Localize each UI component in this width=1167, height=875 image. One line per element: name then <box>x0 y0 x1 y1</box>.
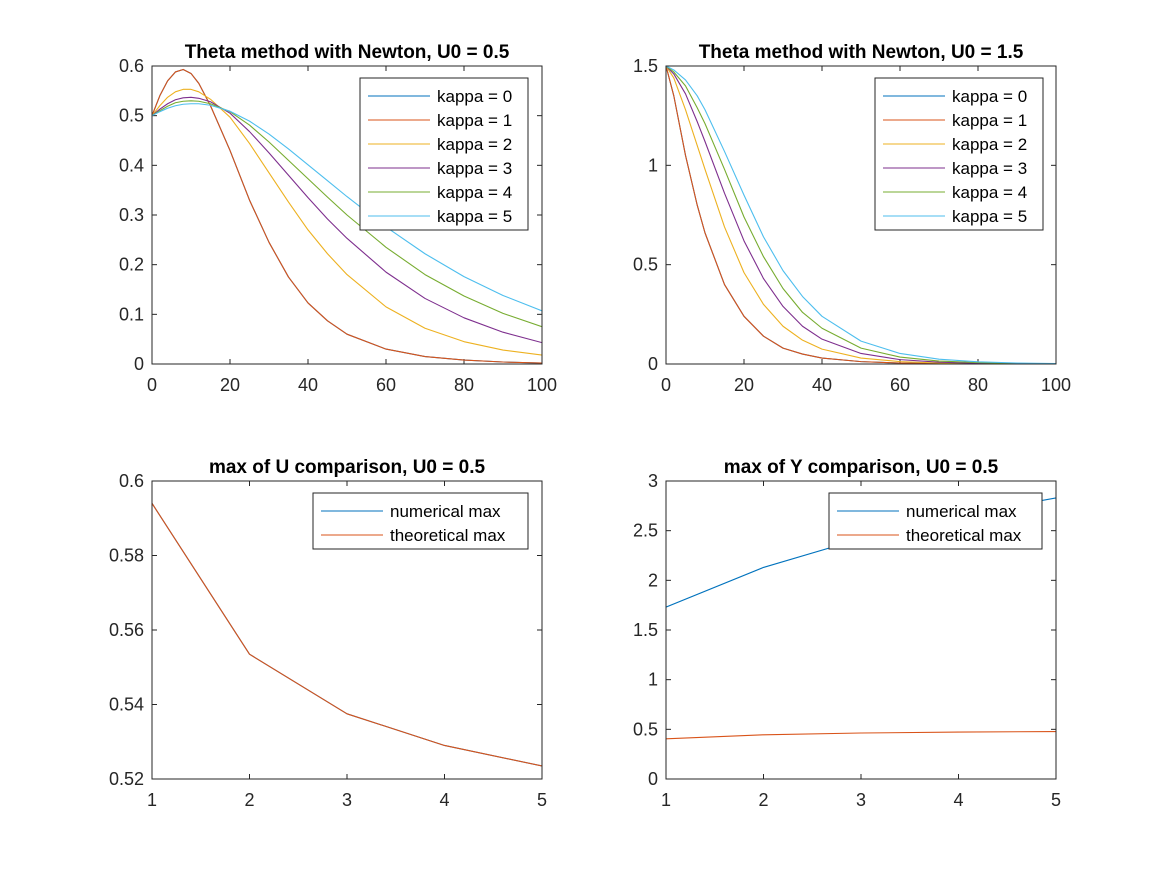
legend-entry-1: kappa = 0 <box>437 87 512 106</box>
y-tick-label: 1 <box>648 670 658 690</box>
axes-box <box>151 65 543 365</box>
chart-1: Theta method with Newton, U0 = 0.5 0 20 40 6… <box>119 42 557 395</box>
legend-entry-1: numerical max <box>906 502 1017 521</box>
y-tick-label: 0.5 <box>119 106 144 126</box>
legend-entry-2: kappa = 1 <box>437 111 512 130</box>
series-line-2 <box>152 503 542 767</box>
legend-entry-2: kappa = 1 <box>952 111 1027 130</box>
y-tick-label: 0.6 <box>119 56 144 76</box>
x-tick-label: 5 <box>1051 790 1061 810</box>
legend-entry-6: kappa = 5 <box>437 207 512 226</box>
x-tick-label: 0 <box>661 375 671 395</box>
legend: kappa = 0 kappa = 1 kappa = 2 kappa = 3 kapp… <box>874 77 1044 231</box>
x-tick-label: 60 <box>376 375 396 395</box>
chart-title: Theta method with Newton, U0 = 1.5 <box>699 42 1024 63</box>
chart-title: Theta method with Newton, U0 = 0.5 <box>185 42 510 63</box>
legend-entry-5: kappa = 4 <box>437 183 512 202</box>
y-tick-label: 0.6 <box>119 471 144 491</box>
y-tick-label: 1.5 <box>633 620 658 640</box>
y-tick-label: 0.2 <box>119 255 144 275</box>
y-tick-label: 0.4 <box>119 155 144 175</box>
y-tick-label: 0.54 <box>109 695 144 715</box>
series-line-4 <box>666 66 1056 364</box>
chart-4: max of Y comparison, U0 = 0.5 1 2 3 4 5 0 0.5 1 1… <box>633 457 1061 810</box>
legend-entry-5: kappa = 4 <box>952 183 1027 202</box>
y-tick-label: 1.5 <box>633 56 658 76</box>
y-tick-label: 0.56 <box>109 620 144 640</box>
y-tick-label: 1 <box>648 155 658 175</box>
x-tick-label: 2 <box>758 790 768 810</box>
series-line-5 <box>666 66 1056 364</box>
axes-box <box>665 65 1057 365</box>
axes-box <box>151 480 543 780</box>
y-tick-label: 0.5 <box>633 719 658 739</box>
axes-box <box>665 480 1057 780</box>
x-tick-label: 3 <box>342 790 352 810</box>
series-line-2 <box>152 68 542 364</box>
legend: numerical max theoretical max <box>312 492 529 550</box>
series-line-5 <box>152 100 542 328</box>
series-line-3 <box>152 88 542 356</box>
x-tick-label: 1 <box>147 790 157 810</box>
x-tick-label: 4 <box>439 790 449 810</box>
x-tick-label: 2 <box>244 790 254 810</box>
legend-entry-1: numerical max <box>390 502 501 521</box>
x-tick-label: 100 <box>1041 375 1071 395</box>
legend: numerical max theoretical max <box>828 492 1043 550</box>
y-tick-label: 0 <box>648 354 658 374</box>
y-tick-label: 2 <box>648 570 658 590</box>
x-tick-label: 0 <box>147 375 157 395</box>
x-tick-label: 20 <box>220 375 240 395</box>
series-line-6 <box>666 66 1056 364</box>
y-tick-label: 0.52 <box>109 769 144 789</box>
legend-entry-1: kappa = 0 <box>952 87 1027 106</box>
legend-entry-6: kappa = 5 <box>952 207 1027 226</box>
series-line-3 <box>666 66 1056 364</box>
y-tick-label: 3 <box>648 471 658 491</box>
legend-entry-3: kappa = 2 <box>952 135 1027 154</box>
series-line-6 <box>152 103 542 312</box>
x-tick-label: 1 <box>661 790 671 810</box>
legend-box <box>312 492 529 550</box>
chart-title: max of Y comparison, U0 = 0.5 <box>724 457 999 478</box>
legend-box <box>359 77 529 231</box>
y-tick-label: 0.1 <box>119 304 144 324</box>
y-tick-label: 0.3 <box>119 205 144 225</box>
x-tick-label: 20 <box>734 375 754 395</box>
y-tick-label: 2.5 <box>633 521 658 541</box>
y-tick-label: 0.5 <box>633 255 658 275</box>
x-tick-label: 3 <box>856 790 866 810</box>
chart-2: Theta method with Newton, U0 = 1.5 0 20 40 6… <box>633 42 1071 395</box>
legend-entry-4: kappa = 3 <box>952 159 1027 178</box>
x-tick-label: 80 <box>968 375 988 395</box>
y-tick-label: 0 <box>648 769 658 789</box>
legend-entry-3: kappa = 2 <box>437 135 512 154</box>
legend-entry-2: theoretical max <box>906 526 1022 545</box>
x-tick-label: 80 <box>454 375 474 395</box>
x-tick-label: 60 <box>890 375 910 395</box>
x-tick-label: 4 <box>953 790 963 810</box>
y-tick-label: 0.58 <box>109 546 144 566</box>
legend-entry-2: theoretical max <box>390 526 506 545</box>
x-tick-label: 100 <box>527 375 557 395</box>
chart-3: max of U comparison, U0 = 0.5 1 2 3 4 5 0.52 0.… <box>109 457 547 810</box>
x-tick-label: 40 <box>298 375 318 395</box>
chart-title: max of U comparison, U0 = 0.5 <box>209 457 486 478</box>
series-line-4 <box>152 96 542 344</box>
legend: kappa = 0 kappa = 1 kappa = 2 kappa = 3 kapp… <box>359 77 529 231</box>
x-tick-label: 40 <box>812 375 832 395</box>
legend-box <box>874 77 1044 231</box>
series-line-2 <box>666 730 1056 740</box>
x-tick-label: 5 <box>537 790 547 810</box>
y-tick-label: 0 <box>134 354 144 374</box>
legend-box <box>828 492 1043 550</box>
legend-entry-4: kappa = 3 <box>437 159 512 178</box>
